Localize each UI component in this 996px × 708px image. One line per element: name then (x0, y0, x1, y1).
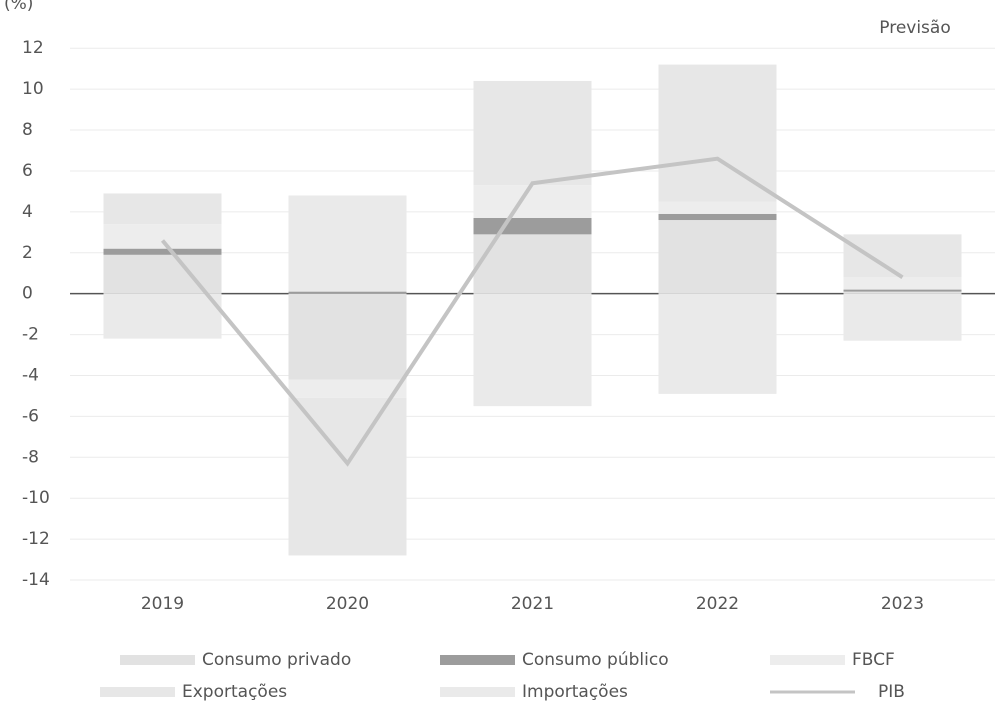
legend-label: Consumo privado (202, 650, 351, 670)
bar-segment (288, 293, 407, 380)
x-tick-label: 2022 (696, 594, 739, 614)
legend-label: FBCF (852, 650, 895, 670)
y-tick-label: -10 (22, 488, 50, 508)
bar-segment (843, 293, 962, 341)
y-tick-label: 2 (22, 243, 33, 263)
y-tick-label: 6 (22, 161, 33, 181)
line (160, 156, 904, 467)
legend-swatch (770, 655, 845, 665)
bar-segment (843, 234, 962, 278)
legend-label: Consumo público (522, 650, 669, 670)
y-tick-label: 4 (22, 202, 33, 222)
y-tick-label: 0 (22, 284, 33, 304)
x-tick-label: 2019 (141, 594, 184, 614)
bar-segment (843, 291, 962, 294)
bar-segment (103, 293, 222, 339)
bar-segment (473, 185, 592, 218)
bar-segment (288, 379, 407, 398)
bar-segment (843, 289, 962, 292)
legend-swatch (440, 655, 515, 665)
bar-segment (103, 248, 222, 255)
legend-label: Exportações (182, 682, 287, 702)
legend-label: PIB (878, 682, 905, 702)
bar-segment (288, 291, 407, 294)
bar-segment (658, 201, 777, 214)
y-tick-label: -2 (22, 325, 39, 345)
bar-segment (658, 293, 777, 394)
y-tick-label: 8 (22, 120, 33, 140)
bar-segment (103, 193, 222, 225)
legend-swatch (440, 687, 515, 697)
x-tick-label: 2023 (881, 594, 924, 614)
legend-label: Importações (522, 682, 628, 702)
y-tick-label: -6 (22, 406, 39, 426)
bar-segment (288, 195, 407, 292)
x-tick-label: 2020 (326, 594, 369, 614)
bar-segment (473, 293, 592, 407)
bar-segment (473, 217, 592, 235)
y-tick-label: 12 (22, 38, 44, 58)
bar-segment (103, 224, 222, 249)
y-tick-label: -4 (22, 365, 39, 385)
y-axis-label: (%) (4, 0, 33, 14)
bar-segment (473, 80, 592, 186)
bar-segment (288, 397, 407, 556)
bar-segment (658, 213, 777, 221)
y-tick-label: 10 (22, 79, 44, 99)
y-tick-label: -14 (22, 570, 50, 590)
bar-segment (658, 64, 777, 202)
y-tick-label: -8 (22, 447, 39, 467)
legend-swatch (120, 655, 195, 665)
bar-segment (843, 277, 962, 290)
bar-segment (658, 220, 777, 294)
legend-swatch (100, 687, 175, 697)
y-tick-label: -12 (22, 529, 50, 549)
annotation: Previsão (879, 18, 951, 38)
x-tick-label: 2021 (511, 594, 554, 614)
